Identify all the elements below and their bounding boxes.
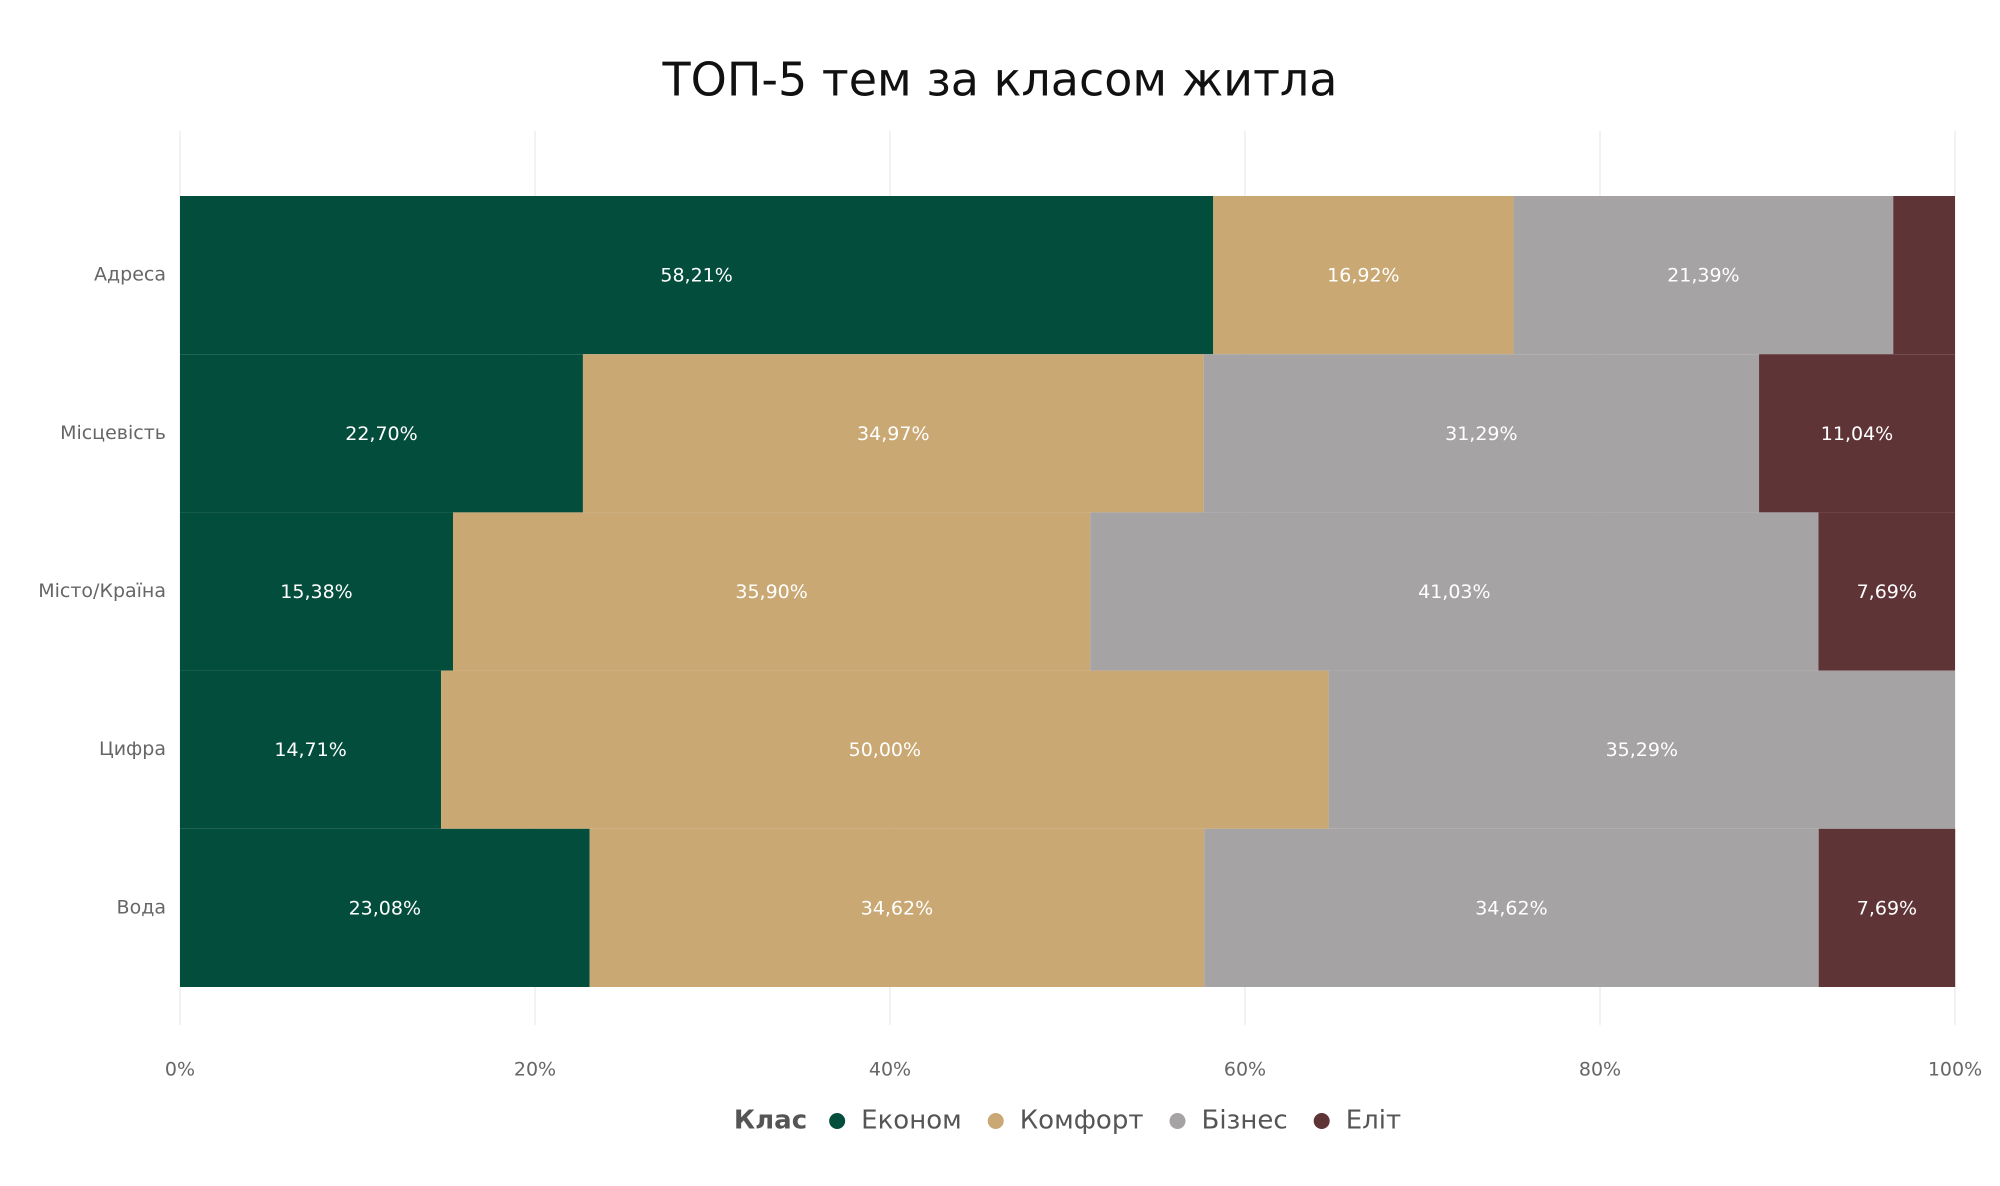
bar-segment: [180, 354, 583, 513]
data-label: 58,21%: [660, 265, 732, 287]
bar-segment: [582, 354, 1204, 513]
legend-marker: [987, 1113, 1004, 1129]
data-label: 41,03%: [1418, 581, 1490, 603]
bar-segment: [180, 828, 590, 987]
y-tick-label: Місцевість: [60, 422, 166, 444]
y-tick-label: Вода: [117, 896, 166, 918]
y-tick-label: Цифра: [99, 738, 166, 760]
legend-label: Еліт: [1346, 1106, 1401, 1136]
data-label: 34,62%: [861, 897, 933, 919]
legend-label: Економ: [861, 1106, 962, 1136]
legend-title: Клас: [734, 1106, 807, 1136]
data-label: 35,90%: [735, 581, 807, 603]
bar-segment: [1090, 512, 1819, 671]
bar-segment: [1818, 512, 1955, 671]
y-tick-label: Адреса: [94, 264, 166, 286]
bar-segment: [1893, 196, 1955, 355]
x-tick-label: 20%: [514, 1059, 556, 1081]
bar-segment: [180, 512, 453, 671]
data-label: 50,00%: [849, 739, 921, 761]
bar-segment: [1213, 196, 1514, 355]
legend-marker: [1169, 1113, 1186, 1129]
bar-segment: [1203, 354, 1760, 513]
x-tick-label: 60%: [1224, 1059, 1266, 1081]
chart-title: ТОП-5 тем за класом житла: [662, 53, 1338, 107]
data-label: 14,71%: [274, 739, 346, 761]
bar-segment: [180, 196, 1214, 355]
data-label: 34,97%: [857, 423, 929, 445]
data-label: 34,62%: [1475, 897, 1547, 919]
data-label: 35,29%: [1606, 739, 1678, 761]
bar-segment: [1759, 354, 1955, 513]
data-label: 7,69%: [1857, 581, 1917, 603]
data-label: 15,38%: [280, 581, 352, 603]
data-label: 22,70%: [345, 423, 417, 445]
legend-label: Бізнес: [1202, 1106, 1288, 1136]
legend-marker: [829, 1113, 846, 1129]
x-tick-label: 0%: [165, 1059, 195, 1081]
bar-segment: [180, 670, 442, 829]
bar-segment: [589, 828, 1205, 987]
x-tick-label: 40%: [869, 1059, 911, 1081]
bar-segment: [1818, 828, 1956, 987]
data-label: 11,04%: [1821, 423, 1893, 445]
bar-segment: [452, 512, 1091, 671]
y-tick-label: Місто/Країна: [38, 580, 166, 602]
bar-segment: [1204, 828, 1819, 987]
data-label: 21,39%: [1667, 265, 1739, 287]
bar-segment: [441, 670, 1329, 829]
x-tick-label: 80%: [1579, 1059, 1621, 1081]
bar-segment: [1328, 670, 1955, 829]
legend-marker: [1313, 1113, 1330, 1129]
data-label: 31,29%: [1445, 423, 1517, 445]
x-tick-label: 100%: [1928, 1059, 1982, 1081]
bar-segment: [1513, 196, 1894, 355]
data-label: 23,08%: [349, 897, 421, 919]
data-label: 16,92%: [1327, 265, 1399, 287]
data-label: 7,69%: [1857, 897, 1917, 919]
legend-label: Комфорт: [1020, 1106, 1144, 1136]
